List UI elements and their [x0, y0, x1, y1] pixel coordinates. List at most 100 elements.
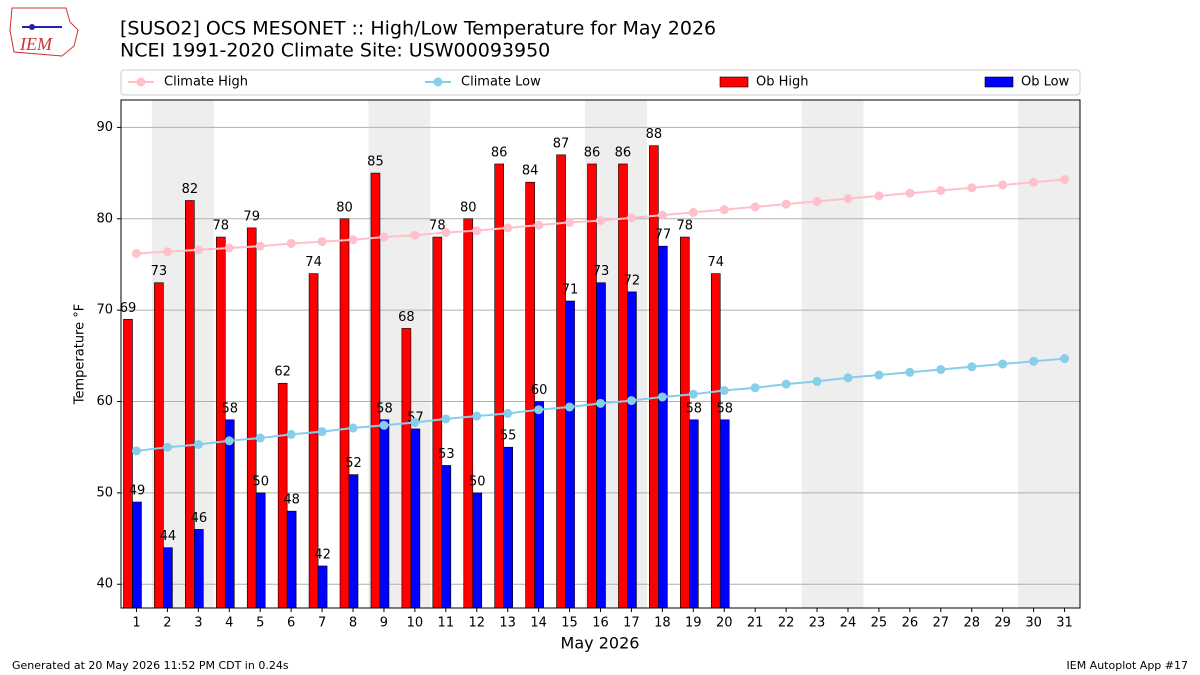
- x-tick-label: 8: [349, 616, 357, 631]
- line-marker: [534, 220, 544, 230]
- chart-subtitle: NCEI 1991-2020 Climate Site: USW00093950: [120, 40, 550, 62]
- x-tick-label: 14: [530, 616, 547, 631]
- legend-label: Ob Low: [1021, 75, 1070, 90]
- bar: [534, 401, 544, 609]
- bar: [154, 282, 164, 609]
- bar-value-label: 86: [584, 145, 601, 160]
- bar-value-label: 71: [562, 283, 579, 298]
- bar: [246, 227, 257, 609]
- x-tick-label: 19: [685, 616, 702, 631]
- line-marker: [348, 235, 358, 245]
- bar-value-label: 74: [707, 255, 724, 270]
- legend-swatch: [433, 77, 443, 87]
- bar: [658, 245, 668, 609]
- line-marker: [224, 436, 234, 446]
- bar-value-label: 58: [686, 401, 703, 416]
- x-tick-label: 26: [902, 616, 919, 631]
- x-tick-label: 20: [716, 616, 733, 631]
- line-marker: [812, 196, 822, 206]
- bar-value-label: 60: [531, 383, 548, 398]
- line-marker: [688, 389, 698, 399]
- line-marker: [843, 194, 853, 204]
- bar-value-label: 42: [314, 547, 331, 562]
- bar: [494, 163, 504, 609]
- line-marker: [534, 405, 544, 415]
- line-marker: [441, 414, 451, 424]
- bar: [317, 565, 328, 609]
- bar-value-label: 87: [553, 136, 570, 151]
- bar-value-label: 78: [677, 219, 694, 234]
- weekend-shade: [801, 100, 864, 608]
- legend-label: Ob High: [756, 75, 809, 90]
- bar-value-label: 84: [522, 164, 539, 179]
- bar-value-label: 58: [376, 401, 393, 416]
- line-marker: [719, 386, 729, 396]
- x-tick-label: 18: [654, 616, 671, 631]
- line-marker: [657, 392, 667, 402]
- bar-value-label: 78: [429, 219, 446, 234]
- bar-value-label: 72: [624, 273, 641, 288]
- y-axis-title: Temperature °F: [73, 304, 88, 405]
- bar-value-label: 80: [460, 200, 477, 215]
- line-marker: [193, 439, 203, 449]
- logo: IEM: [9, 7, 79, 57]
- y-tick-label: 70: [96, 303, 113, 318]
- bar: [618, 163, 628, 609]
- bar: [379, 419, 390, 609]
- line-marker: [596, 398, 605, 408]
- bar: [710, 273, 721, 609]
- line-marker: [565, 217, 575, 227]
- bar-value-label: 77: [655, 228, 672, 243]
- bar: [286, 510, 297, 609]
- x-tick-label: 15: [561, 616, 578, 631]
- bar: [689, 419, 699, 609]
- bar: [627, 291, 637, 609]
- line-marker: [967, 183, 977, 193]
- logo-outline: [9, 7, 79, 57]
- x-tick-label: 17: [623, 616, 640, 631]
- x-tick-label: 9: [380, 616, 388, 631]
- line-marker: [162, 442, 172, 452]
- bar: [565, 300, 575, 609]
- line-marker: [503, 408, 513, 418]
- bar: [339, 218, 350, 609]
- x-tick-label: 24: [840, 616, 857, 631]
- line-marker: [348, 423, 358, 433]
- bar-value-label: 85: [367, 155, 384, 170]
- bar: [463, 218, 474, 609]
- x-tick-label: 12: [468, 616, 485, 631]
- bar-value-label: 69: [120, 301, 137, 316]
- line-marker: [410, 230, 420, 240]
- line-marker: [286, 429, 296, 439]
- bar-value-label: 79: [243, 209, 260, 224]
- line-marker: [626, 396, 636, 406]
- x-tick-label: 28: [963, 616, 980, 631]
- footer-right: IEM Autoplot App #17: [1067, 659, 1189, 672]
- y-tick-label: 80: [96, 211, 113, 226]
- line-marker: [1060, 354, 1070, 364]
- legend-label: Climate High: [164, 75, 248, 90]
- bar: [596, 282, 606, 609]
- line-marker: [688, 207, 698, 217]
- bar-value-label: 53: [438, 447, 455, 462]
- bar-value-label: 88: [646, 127, 663, 142]
- line-marker: [472, 411, 482, 421]
- bar-value-label: 68: [398, 310, 415, 325]
- x-tick-label: 7: [318, 616, 326, 631]
- line-marker: [596, 216, 605, 226]
- bar-value-label: 86: [615, 145, 632, 160]
- bar-value-label: 50: [469, 474, 486, 489]
- legend-swatch: [984, 76, 1014, 88]
- legend-box: [120, 69, 1081, 96]
- x-tick-label: 29: [994, 616, 1011, 631]
- bar: [215, 236, 226, 609]
- x-tick-label: 30: [1025, 616, 1042, 631]
- bar: [472, 492, 483, 609]
- line-marker: [843, 373, 853, 383]
- line-marker: [750, 202, 760, 212]
- legend-swatch: [719, 76, 749, 88]
- bar-value-label: 46: [191, 511, 208, 526]
- line-marker: [317, 237, 327, 247]
- line-marker: [936, 365, 946, 375]
